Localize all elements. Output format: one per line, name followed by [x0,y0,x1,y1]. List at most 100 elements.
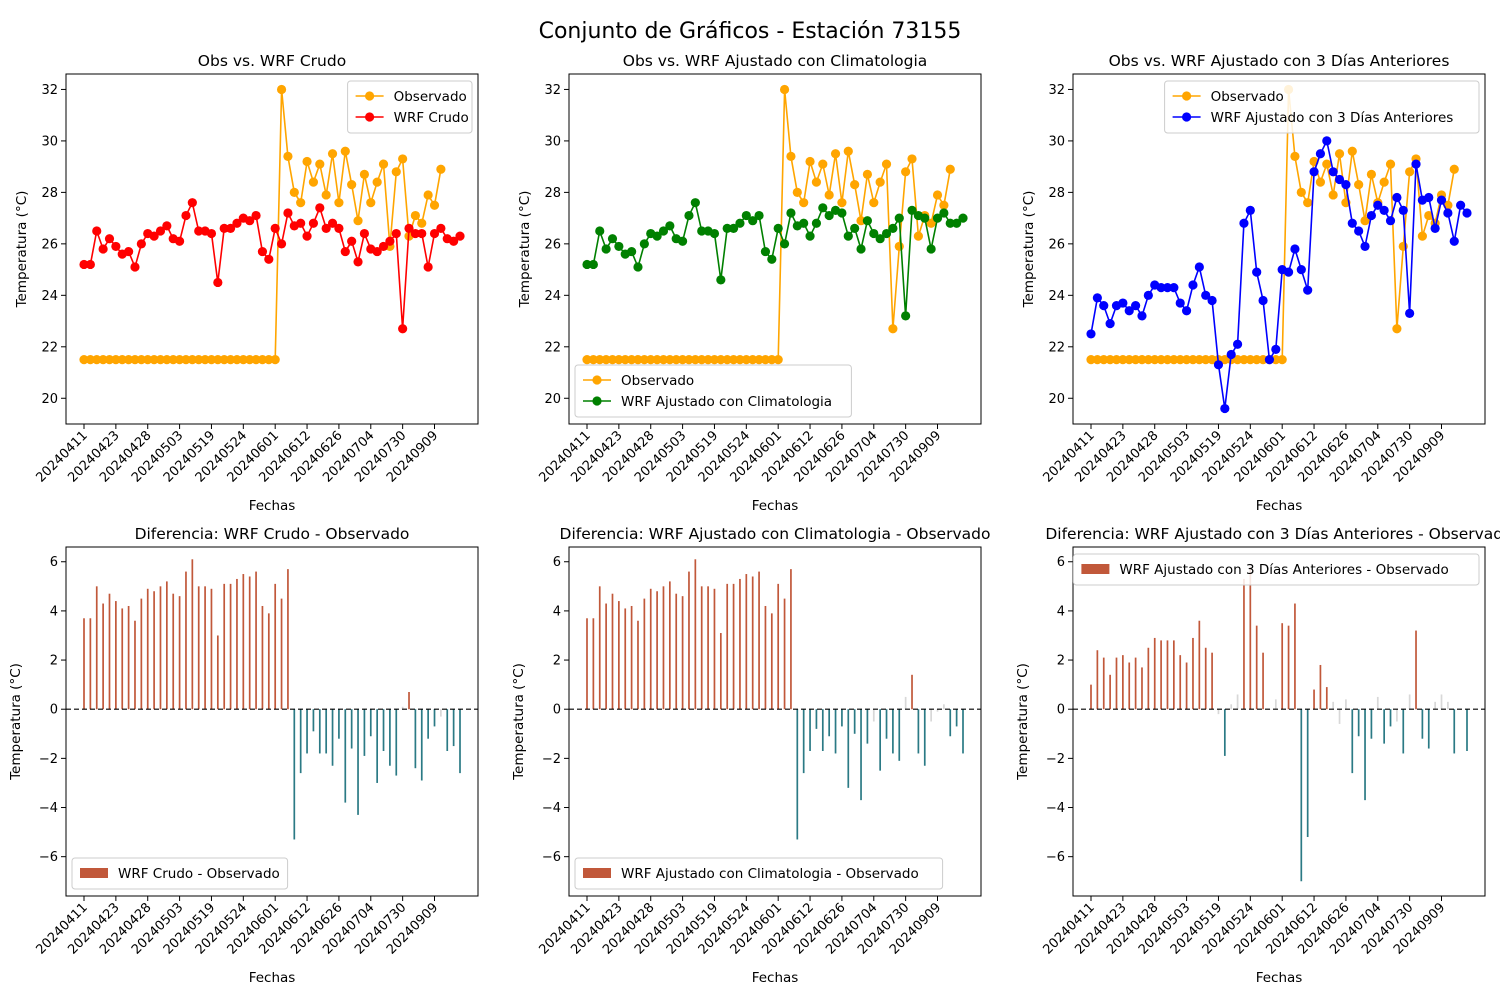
data-point [417,218,427,228]
x-axis-label: Fechas [249,498,296,514]
bar [115,601,117,710]
data-point [779,239,790,249]
bar [255,571,257,710]
data-point [1424,192,1434,203]
data-point [811,177,822,187]
bar [586,618,588,710]
bar [713,588,716,710]
data-point [1277,355,1287,365]
bar [140,598,143,710]
data-point [296,218,306,228]
data-point [143,355,153,365]
bar [751,576,754,710]
data-point [703,355,713,365]
bar [796,709,799,840]
data-point [264,355,274,365]
data-point [850,180,860,190]
y-tick-label: 0 [553,703,561,718]
data-point [1290,151,1300,161]
bar [363,709,366,756]
bar [656,591,658,710]
data-point [1188,355,1198,365]
bar [917,709,920,754]
data-point [907,154,917,164]
data-point [639,239,649,249]
bar [745,574,748,710]
data-point [225,355,236,365]
data-point [1194,262,1204,272]
bar [1249,566,1252,710]
chart-panel-4: Diferencia: WRF Crudo - Observado −6 −4 −2 0… [8,525,479,986]
bar [828,709,831,737]
data-point [347,236,357,246]
bar [1096,650,1099,710]
bar [1128,662,1131,710]
bar [420,709,423,781]
data-point [677,355,688,365]
bar [1204,647,1207,710]
bar [433,709,436,727]
data-point [1201,290,1211,300]
data-point [709,228,720,239]
bar [1230,704,1233,710]
data-point [1239,355,1249,365]
data-point [728,223,739,234]
data-point [1239,218,1249,228]
axes-frame [65,546,479,897]
data-point [1449,236,1459,246]
bar [770,613,773,710]
x-axis-label: Fechas [1256,970,1303,986]
data-point [843,146,853,156]
data-point [684,355,694,365]
bar [662,586,665,710]
chart-panel-2: Obs vs. WRF Ajustado con Climatologia 20 2… [517,52,982,514]
bar [1345,699,1347,710]
x-axis-label: Fechas [249,970,296,986]
data-point [162,221,172,231]
series-line-2 [1090,138,1468,409]
bar [949,709,952,737]
legend-label: WRF Ajustado con Climatologia [621,394,832,410]
data-point [398,324,408,334]
data-point [939,200,949,210]
y-tick-label: 32 [1048,83,1065,98]
data-point [1398,205,1408,215]
bar [1192,637,1194,710]
data-point [276,239,287,249]
data-point [1456,200,1466,210]
data-point [1436,195,1447,205]
data-point [952,218,962,228]
data-point [1169,283,1179,293]
legend-bar-swatch [1081,564,1110,574]
y-tick-label: 24 [41,289,58,304]
data-point [690,198,700,208]
bar [89,618,92,710]
data-point [162,355,172,365]
bar [401,706,404,710]
data-point [194,226,204,236]
bar [637,620,639,710]
bar [357,709,359,815]
data-point [1252,267,1262,277]
data-point [856,216,866,226]
plot-area [1073,566,1485,882]
data-point [1366,210,1377,221]
data-point [926,218,936,228]
bar [1166,640,1169,710]
bar [1466,709,1468,751]
data-point [327,149,338,159]
bar [178,596,181,710]
data-point [327,218,338,228]
data-point [334,198,344,208]
bar [649,588,652,710]
bar [764,605,767,710]
data-point [652,355,662,365]
data-point [449,236,459,246]
data-point [124,246,134,257]
bar [1153,637,1156,710]
y-tick-label: −2 [39,752,58,767]
data-point [270,355,280,365]
y-tick-label: 28 [1048,186,1065,201]
data-point [1322,136,1332,146]
